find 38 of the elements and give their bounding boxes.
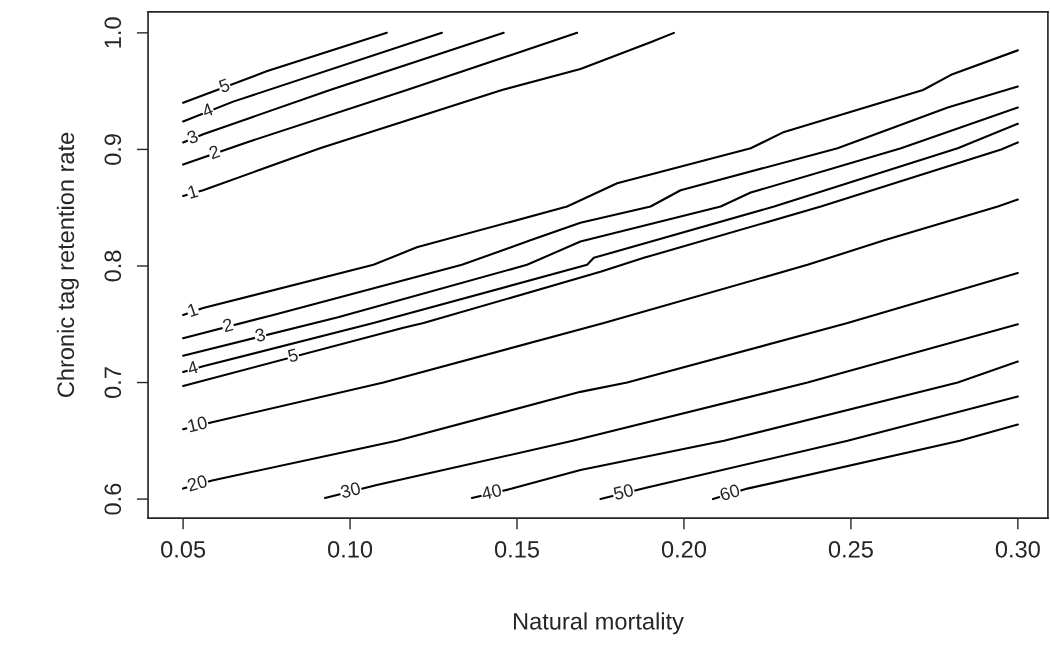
text: 1 [187, 184, 199, 199]
text: 4 [201, 102, 215, 118]
line-series [711, 423, 1019, 501]
x-tick-label: 0.20 [661, 540, 707, 558]
text: 5 [287, 348, 299, 363]
text: 3 [186, 129, 199, 145]
text: 30 [339, 481, 362, 499]
text: 2 [222, 317, 234, 333]
line-series [182, 31, 505, 144]
text: 4 [186, 360, 199, 375]
x-tick-label: 0.15 [494, 540, 539, 558]
y-axis-title: Chronic tag retention rate [56, 132, 79, 397]
line-series [182, 49, 1019, 316]
text: 10 [187, 415, 208, 433]
y-tick-label: 0.7 [104, 367, 122, 399]
y-tick-label: 1.0 [104, 17, 122, 48]
y-tick-label: 0.8 [104, 250, 122, 282]
line-series [182, 31, 675, 198]
x-tick-label: 0.30 [995, 540, 1040, 558]
line-series [323, 323, 1019, 499]
line-series [182, 31, 579, 166]
text: 2 [208, 144, 221, 160]
text: 20 [186, 474, 208, 492]
text: 5 [218, 78, 231, 94]
y-tick-label: 0.9 [104, 134, 122, 165]
line-series [599, 395, 1019, 501]
text: 1 [187, 302, 199, 318]
y-tick-label: 0.6 [104, 483, 122, 515]
text: 40 [480, 483, 503, 501]
line-series [470, 360, 1019, 499]
x-axis-title: Natural mortality [513, 612, 684, 635]
line-series [182, 198, 1019, 431]
text: 3 [254, 327, 266, 343]
x-tick-label: 0.10 [328, 540, 373, 558]
x-tick-label: 0.25 [828, 540, 873, 558]
text: 50 [612, 483, 635, 501]
x-tick-label: 0.05 [161, 540, 206, 558]
text: 60 [719, 483, 741, 502]
